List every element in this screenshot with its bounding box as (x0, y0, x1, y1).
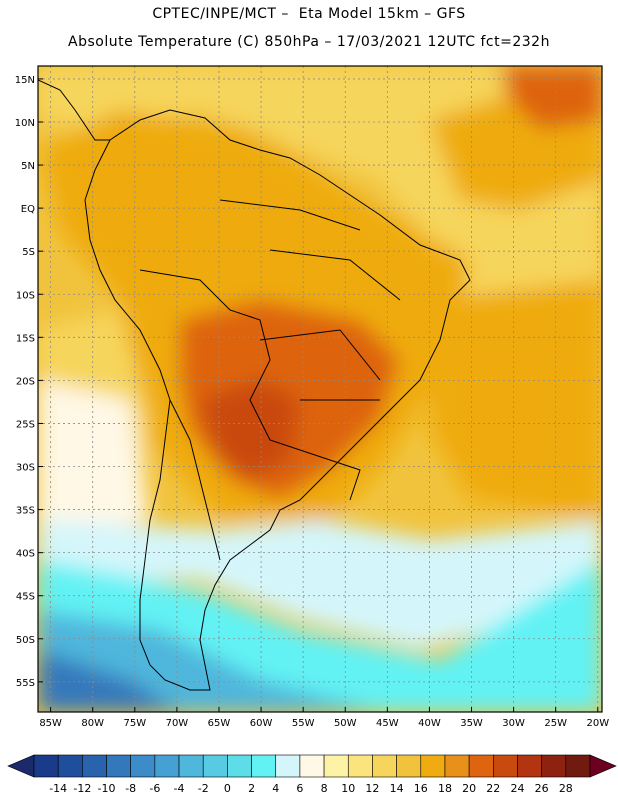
border-andes (169, 399, 221, 561)
temperature-colorbar: -14 -12 -10 -8 -6 -4 -2 0 2 4 6 8 10 12 14 16 18 20 22 24 26… (7, 754, 617, 795)
colorbar-swatch (57, 754, 83, 778)
border-brazil-south (299, 449, 361, 501)
colorbar-swatch (565, 754, 591, 778)
colorbar-swatch (468, 754, 494, 778)
map-title-line-2: Absolute Temperature (C) 850hPa – 17/03/… (68, 34, 550, 50)
lon-tick-label: 50W (334, 718, 357, 729)
colorbar-swatch (154, 754, 180, 778)
colorbar-swatch (444, 754, 470, 778)
colorbar-swatch (82, 754, 107, 778)
lat-tick-label: 15N (15, 75, 35, 86)
colorbar-label: -10 (98, 782, 116, 795)
colorbar-label: 6 (296, 782, 303, 795)
colorbar-swatch (323, 754, 349, 778)
lat-tick-label: 20S (16, 376, 35, 387)
colorbar-label: 0 (224, 782, 231, 795)
colorbar-label: 12 (365, 782, 379, 795)
field-coldest-blue (38, 650, 180, 712)
south-america-coastline (84, 109, 471, 691)
lon-tick-label: 55W (292, 718, 315, 729)
colorbar-swatch (372, 754, 397, 778)
colorbar-label: 2 (248, 782, 255, 795)
colorbar-label: 18 (438, 782, 452, 795)
colorbar-label: 8 (321, 782, 328, 795)
colorbar-swatch (493, 754, 518, 778)
lon-tick-label: 20W (586, 718, 609, 729)
colorbar-label: -14 (49, 782, 67, 795)
lat-tick-label: 40S (16, 549, 35, 560)
border-states (219, 199, 401, 401)
colorbar-swatch (130, 754, 156, 778)
colorbar-label: -2 (198, 782, 209, 795)
colorbar-label: 4 (272, 782, 279, 795)
graticule (38, 66, 602, 712)
lon-tick-label: 25W (544, 718, 567, 729)
coastlines-and-borders (38, 79, 471, 691)
colorbar-swatch (299, 754, 325, 778)
lat-tick-label: 35S (16, 506, 35, 517)
colorbar-swatch (420, 754, 446, 778)
lat-tick-label: 30S (16, 463, 35, 474)
colorbar-label: 10 (341, 782, 355, 795)
colorbar-swatch (251, 754, 277, 778)
colorbar-label: 16 (414, 782, 428, 795)
colorbar-label: 22 (486, 782, 500, 795)
lon-tick-label: 40W (418, 718, 441, 729)
field-sea-south-atlantic-orange (430, 280, 602, 520)
field-hotter-core (200, 380, 300, 480)
lat-tick-label: 15S (16, 333, 35, 344)
lat-tick-label: 25S (16, 419, 35, 430)
field-pale-southwest (38, 380, 150, 540)
lat-tick-label: 55S (16, 678, 35, 689)
lon-tick-label: 70W (166, 718, 189, 729)
colorbar-swatch (517, 754, 542, 778)
lon-tick-label: 30W (502, 718, 525, 729)
lat-tick-label: 50S (16, 635, 35, 646)
lat-tick-label: 10N (15, 118, 35, 129)
field-hot-nw-atlantic (500, 66, 602, 130)
lat-tick-label: EQ (21, 204, 35, 215)
lon-tick-label: 85W (39, 718, 62, 729)
border-brazil-west (139, 269, 301, 451)
colorbar-label: 28 (559, 782, 573, 795)
lon-tick-label: 45W (376, 718, 399, 729)
map-frame (37, 65, 603, 713)
lon-tick-label: 35W (460, 718, 483, 729)
colorbar-swatch (178, 754, 204, 778)
lat-tick-label: 5N (21, 161, 35, 172)
colorbar-label: -12 (73, 782, 91, 795)
colorbar-swatch (541, 754, 567, 778)
colorbar-upper-arrow (589, 754, 617, 778)
latitude-axis: 15N 10N 5N EQ 5S 10S 15S 20S 25S 30S 35S 40S 45S 50S 5… (15, 75, 43, 689)
colorbar-label: -6 (149, 782, 160, 795)
colorbar-swatch (227, 754, 252, 778)
map-title-line-1: CPTEC/INPE/MCT – Eta Model 15km – GFS (152, 6, 466, 22)
colorbar-swatch (396, 754, 422, 778)
lon-tick-label: 75W (123, 718, 146, 729)
colorbar-label: 20 (462, 782, 476, 795)
colorbar-label: 24 (510, 782, 524, 795)
temperature-field (38, 66, 602, 712)
longitude-axis: 85W 80W 75W 70W 65W 60W 55W 50W 45W 40W 35W 30W 25W 2… (39, 707, 609, 729)
lat-tick-label: 5S (22, 247, 35, 258)
central-america-coastline (38, 79, 110, 141)
colorbar-swatch (106, 754, 131, 778)
colorbar-label: 14 (390, 782, 404, 795)
lon-tick-label: 65W (208, 718, 231, 729)
colorbar-swatch (33, 754, 59, 778)
lon-tick-label: 80W (81, 718, 104, 729)
colorbar-swatch (347, 754, 373, 778)
colorbar-label: 26 (535, 782, 549, 795)
lon-tick-label: 60W (250, 718, 273, 729)
colorbar-lower-arrow (7, 754, 35, 778)
lat-tick-label: 45S (16, 592, 35, 603)
colorbar-swatch (275, 754, 301, 778)
colorbar-label: -8 (125, 782, 136, 795)
colorbar-label: -4 (174, 782, 185, 795)
colorbar-swatch (202, 754, 228, 778)
lat-tick-label: 10S (16, 290, 35, 301)
